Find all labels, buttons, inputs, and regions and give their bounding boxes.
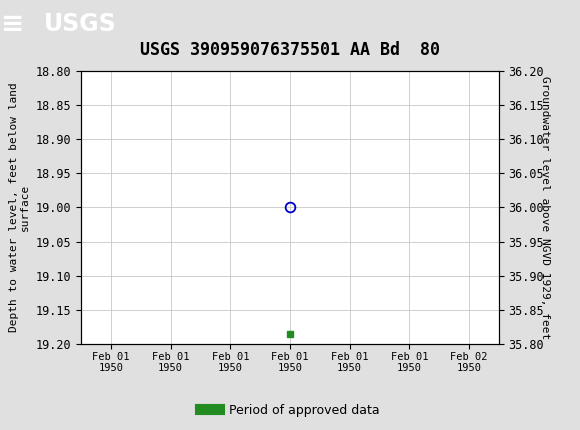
- Y-axis label: Groundwater level above NGVD 1929, feet: Groundwater level above NGVD 1929, feet: [540, 76, 550, 339]
- Text: USGS 390959076375501 AA Bd  80: USGS 390959076375501 AA Bd 80: [140, 41, 440, 59]
- Text: ≡: ≡: [1, 10, 24, 38]
- Legend: Period of approved data: Period of approved data: [195, 399, 385, 421]
- Text: USGS: USGS: [44, 12, 116, 36]
- Y-axis label: Depth to water level, feet below land
surface: Depth to water level, feet below land su…: [9, 83, 30, 332]
